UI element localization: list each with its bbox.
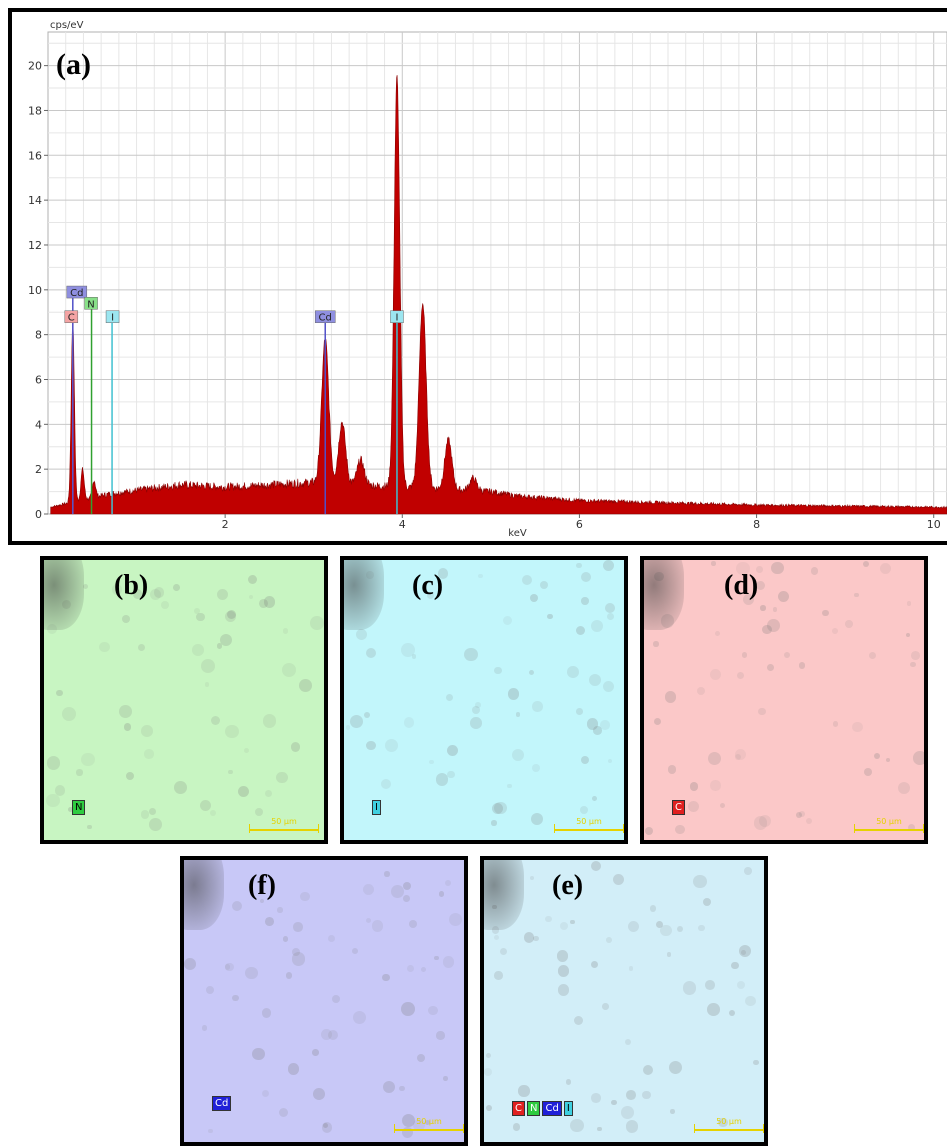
scale-bar-label: 50 µm xyxy=(876,817,902,826)
x-tick-label: 10 xyxy=(927,518,941,531)
scale-bar-label: 50 µm xyxy=(271,817,297,826)
y-tick-label: 0 xyxy=(35,508,42,521)
map-panel-b: (b) N 50 µm xyxy=(40,556,328,844)
panel-label-f: (f) xyxy=(248,870,276,901)
x-tick-label: 6 xyxy=(576,518,583,531)
y-axis-label: cps/eV xyxy=(50,20,84,31)
element-tag-cd: Cd xyxy=(212,1096,232,1111)
element-tag-group: C N Cd I xyxy=(512,1098,573,1116)
y-tick-label: 4 xyxy=(35,418,42,431)
scale-bar: 50 µm xyxy=(249,817,319,833)
scale-bar-label: 50 µm xyxy=(716,1117,742,1126)
element-marker-tag xyxy=(66,285,88,299)
scale-bar: 50 µm xyxy=(554,817,624,833)
element-tag-c: C xyxy=(512,1101,525,1116)
panel-label-c: (c) xyxy=(412,570,444,601)
element-marker-tag xyxy=(105,310,120,323)
y-tick-label: 8 xyxy=(35,329,42,342)
element-marker-tag xyxy=(314,310,336,323)
element-marker-label: Cd xyxy=(319,313,332,324)
panel-label-a: (a) xyxy=(56,48,91,81)
x-tick-label: 4 xyxy=(399,518,406,531)
element-marker-label: N xyxy=(87,299,94,310)
map-panel-c: (c) I 50 µm xyxy=(340,556,628,844)
panel-label-b: (b) xyxy=(114,570,149,601)
y-tick-label: 12 xyxy=(28,239,42,252)
y-tick-label: 18 xyxy=(28,104,42,117)
y-tick-label: 10 xyxy=(28,284,42,297)
panel-label-d: (d) xyxy=(724,570,759,601)
scale-bar: 50 µm xyxy=(854,817,924,833)
map-image-nitrogen xyxy=(44,560,324,840)
element-marker-label: C xyxy=(68,313,75,324)
element-tag-cd: Cd xyxy=(542,1101,562,1116)
x-tick-label: 2 xyxy=(222,518,229,531)
scale-bar-label: 50 µm xyxy=(416,1117,442,1126)
element-marker-tag xyxy=(390,310,404,323)
spectrum-panel: C Cd N I Cd I 0 2 4 6 8 10 12 14 16 18 20 2 4 6 8 10 cps/eV keV… xyxy=(8,8,947,545)
x-axis-label: keV xyxy=(508,528,527,539)
scale-bar: 50 µm xyxy=(394,1117,464,1133)
plot-area xyxy=(47,31,947,515)
map-panel-f: (f) Cd 50 µm xyxy=(180,856,468,1146)
element-tag-n: N xyxy=(72,800,86,815)
element-marker-label: Cd xyxy=(70,288,83,299)
scale-bar: 50 µm xyxy=(694,1117,764,1133)
map-panel-d: (d) C 50 µm xyxy=(640,556,928,844)
scale-bar-label: 50 µm xyxy=(576,817,602,826)
y-tick-label: 14 xyxy=(28,194,42,207)
element-tag-c: C xyxy=(672,800,685,815)
y-tick-label: 16 xyxy=(28,149,42,162)
map-panel-e: (e) C N Cd I 50 µm xyxy=(480,856,768,1146)
map-image-cadmium xyxy=(184,860,464,1142)
element-tag-i: I xyxy=(563,1101,573,1116)
panel-label-e: (e) xyxy=(552,870,584,901)
element-marker-label: I xyxy=(395,313,398,324)
element-tag-n: N xyxy=(526,1101,541,1116)
map-image-carbon xyxy=(644,560,924,840)
y-tick-label: 2 xyxy=(35,463,42,476)
eds-spectrum-chart: C Cd N I Cd I 0 2 4 6 8 10 12 14 16 18 20 2 4 6 8 10 cps/eV keV xyxy=(28,20,947,539)
y-tick-label: 20 xyxy=(28,60,42,73)
map-image-overlay xyxy=(484,860,764,1142)
y-tick-label: 6 xyxy=(35,373,42,386)
element-marker-tag xyxy=(84,297,98,310)
x-tick-label: 8 xyxy=(753,518,760,531)
element-marker-tag xyxy=(64,310,79,323)
spectrum-area xyxy=(50,75,947,515)
element-tag-i: I xyxy=(372,800,381,815)
element-marker-label: I xyxy=(111,313,114,324)
map-image-iodine xyxy=(344,560,624,840)
